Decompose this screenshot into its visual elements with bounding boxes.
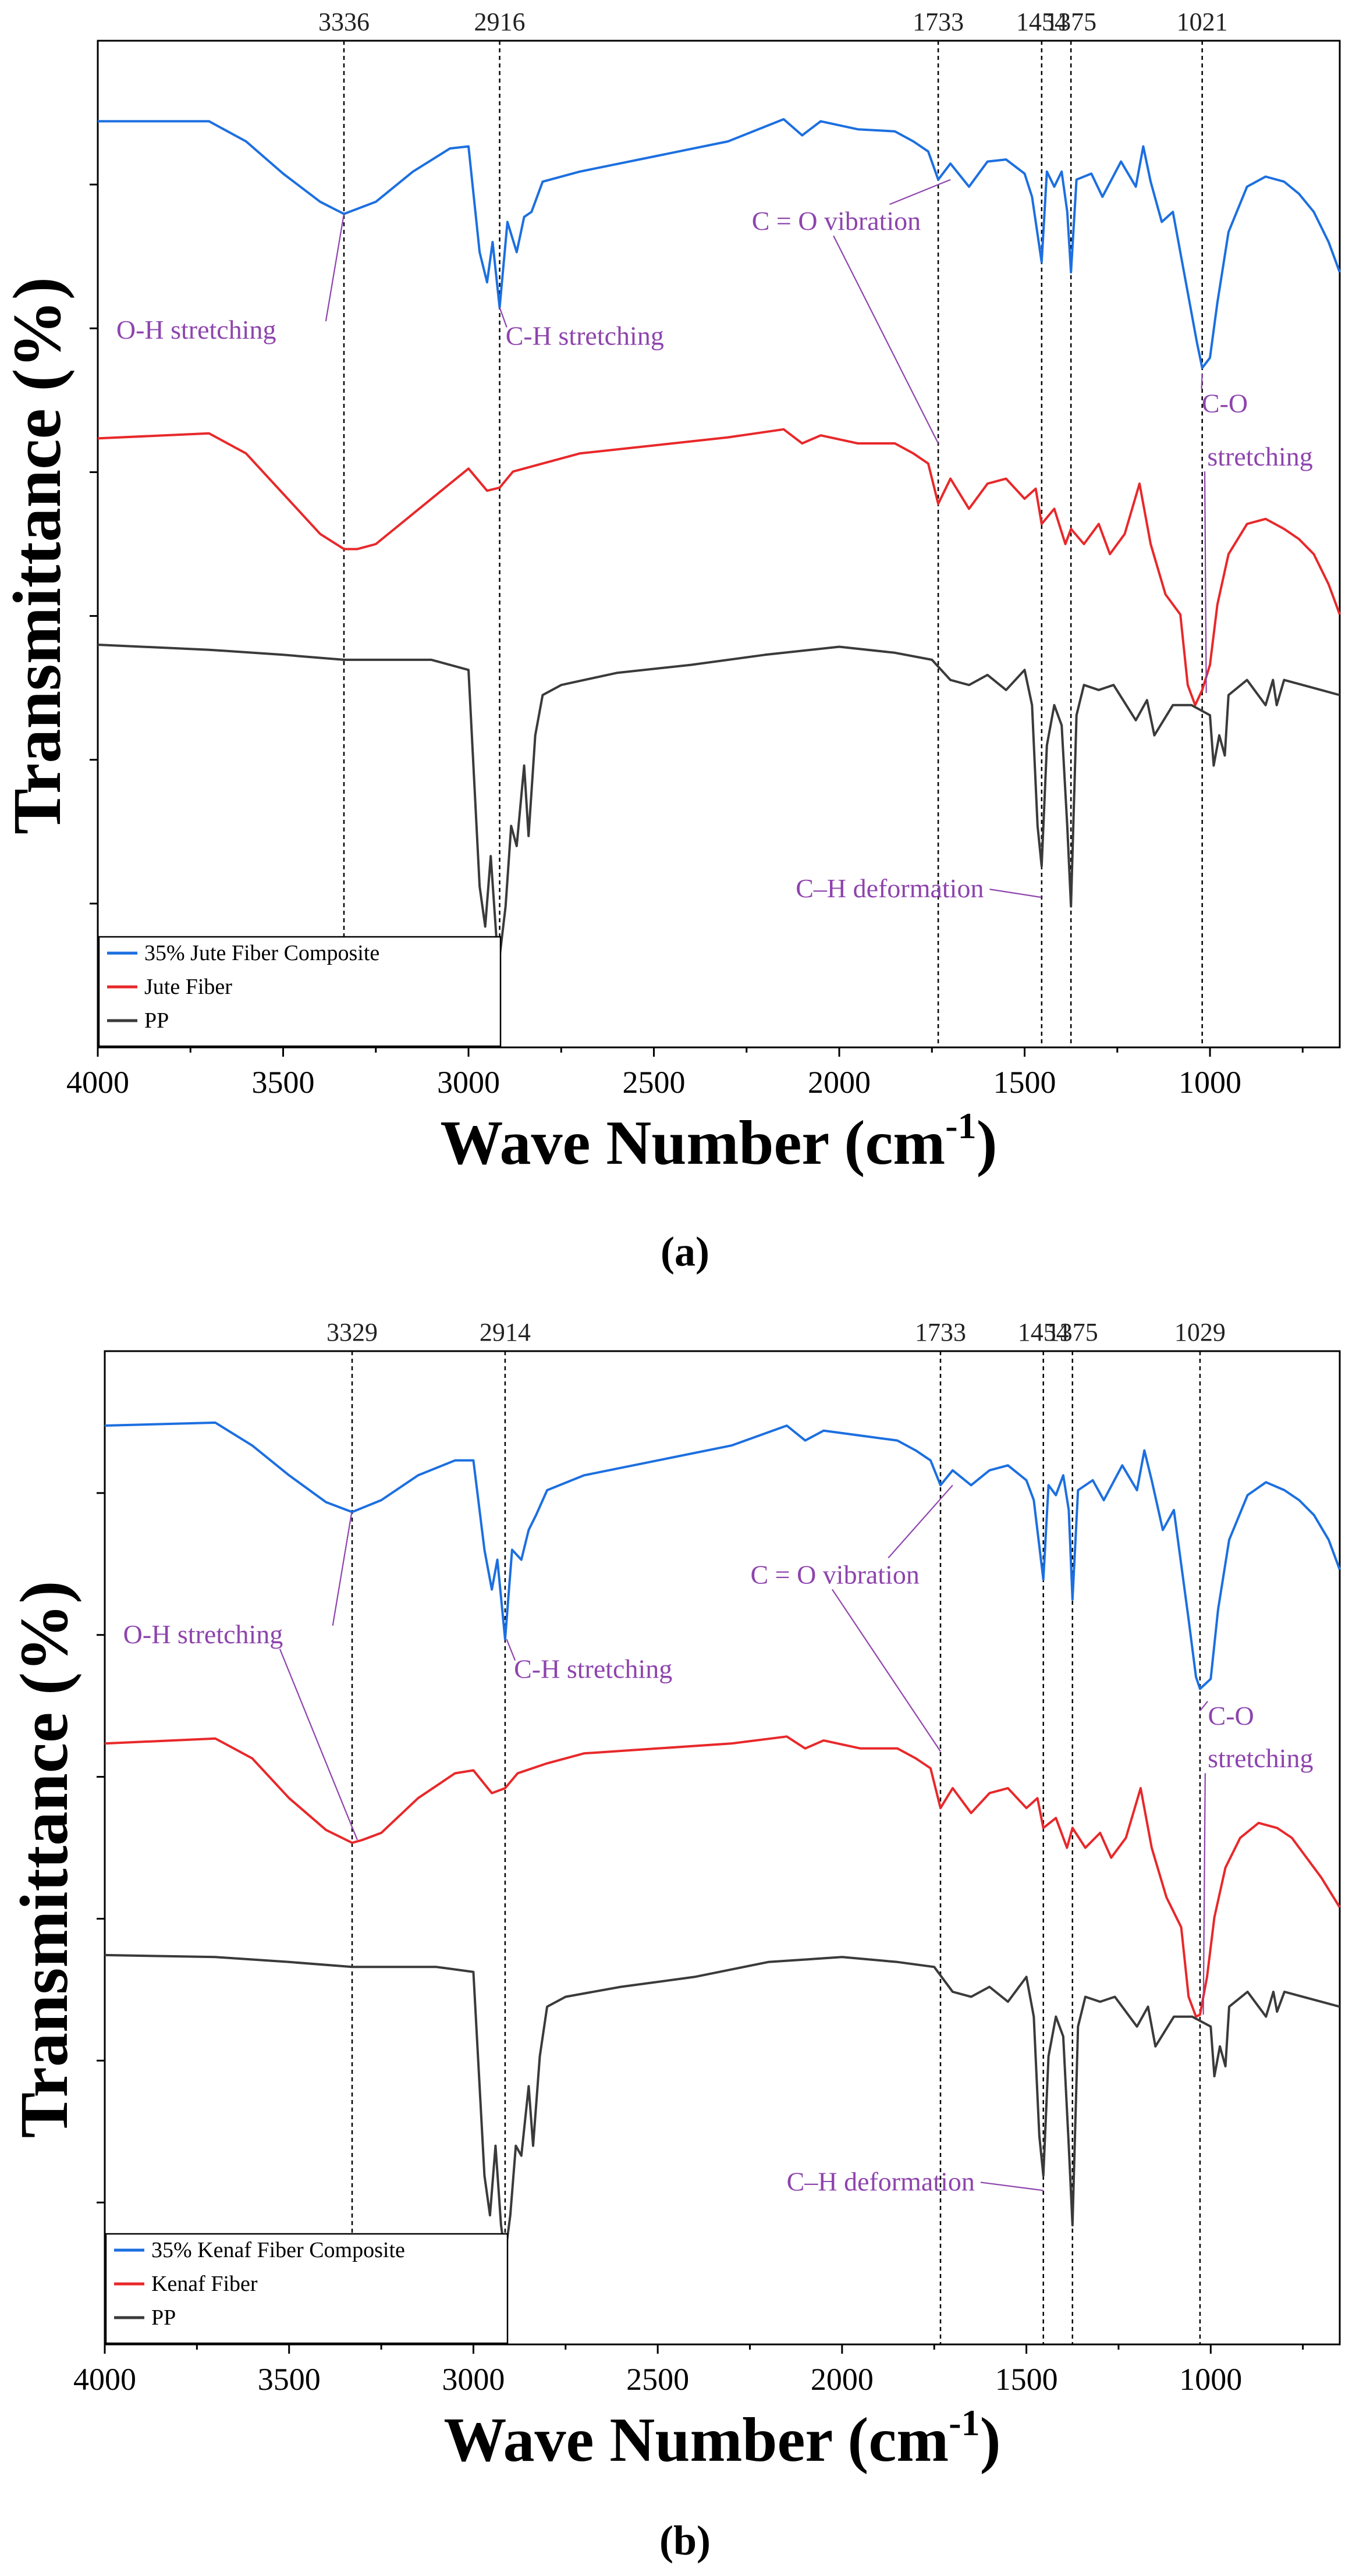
- x-tick-label: 4000: [73, 2362, 136, 2397]
- annotation-leader-cohigh: [889, 179, 951, 205]
- x-tick-label: 2500: [623, 1065, 686, 1100]
- x-tick-label: 2500: [626, 2362, 689, 2397]
- series-line-0: [98, 118, 1341, 369]
- y-axis-title: Transmittance (%): [6, 1580, 82, 2138]
- peak-label-2916: 2916: [474, 8, 526, 36]
- annotation-cod: C–H deformation: [796, 873, 984, 903]
- peak-label-3329: 3329: [326, 1318, 378, 1346]
- annotation-leader-cos2: [1202, 1773, 1206, 2015]
- legend-box: [105, 2233, 509, 2344]
- annotation-leader-oh: [332, 1512, 353, 1626]
- annotation-leader-ch: [506, 1639, 516, 1661]
- x-tick-label: 1500: [995, 2362, 1058, 2397]
- annotation-cos2: stretching: [1208, 1743, 1313, 1773]
- x-tick-label: 1500: [993, 1065, 1056, 1100]
- x-tick-label: 3000: [437, 1065, 500, 1100]
- annotation-ch: C-H stretching: [506, 321, 664, 350]
- legend-label-0: 35% Kenaf Fiber Composite: [151, 2238, 405, 2262]
- annotation-co: C = O vibration: [750, 1559, 919, 1589]
- annotation-leader-oh: [325, 214, 345, 322]
- series-line-1: [97, 428, 1341, 706]
- annotation-cod: C–H deformation: [787, 2166, 975, 2196]
- annotation-co: C = O vibration: [752, 206, 921, 236]
- annotation-leader-ch: [499, 307, 507, 328]
- annotation-leader-oh2: [279, 1648, 358, 1840]
- legend-label-2: PP: [144, 1008, 169, 1033]
- peak-label-1454: 1454: [1018, 1318, 1069, 1346]
- plot-frame: [104, 1350, 1341, 2346]
- annotation-leader-cos2: [1204, 471, 1207, 694]
- x-tick-label: 3500: [252, 1065, 315, 1100]
- x-tick-label: 3500: [258, 2362, 321, 2397]
- annotation-leader-co: [833, 235, 939, 444]
- x-tick-label: 1000: [1179, 1065, 1241, 1100]
- panel-caption-b: (b): [659, 2517, 711, 2564]
- legend-box: [98, 936, 502, 1047]
- y-axis-title: Transmittance (%): [0, 277, 75, 834]
- annotation-leader-cod: [989, 889, 1042, 898]
- chart-panel-b: 4000 3500 3000 2500 2000 1500 1000 3329 2914 1733…: [6, 1318, 1341, 2564]
- x-axis-title: Wave Number (cm-1): [440, 1105, 997, 1178]
- peak-label-1454: 1454: [1016, 8, 1067, 36]
- peak-label-1733: 1733: [915, 1318, 966, 1346]
- annotation-cos: C-O: [1208, 1701, 1254, 1731]
- peak-label-1029: 1029: [1174, 1318, 1226, 1346]
- x-axis-title: Wave Number (cm-1): [443, 2402, 1000, 2475]
- peak-label-1375: 1375: [1047, 1318, 1098, 1346]
- annotation-leader-cos: [1199, 1701, 1208, 1711]
- series-line-1: [104, 1735, 1341, 2018]
- panel-caption-a: (a): [661, 1228, 709, 1275]
- peak-label-2914: 2914: [480, 1318, 531, 1346]
- legend-label-2: PP: [151, 2305, 176, 2330]
- series-line-2: [97, 644, 1340, 958]
- x-tick-label: 1000: [1179, 2362, 1242, 2397]
- series-line-0: [104, 1421, 1341, 1690]
- annotation-cos: C-O: [1202, 388, 1248, 418]
- legend-label-0: 35% Jute Fiber Composite: [144, 941, 379, 965]
- annotation-cos2: stretching: [1207, 442, 1312, 471]
- peak-label-1733: 1733: [913, 8, 964, 36]
- annotation-oh: O-H stretching: [116, 315, 276, 344]
- x-tick-label: 2000: [811, 2362, 874, 2397]
- peak-label-1021: 1021: [1177, 8, 1228, 36]
- x-tick-label: 2000: [808, 1065, 871, 1100]
- annotation-leader-cod: [980, 2181, 1044, 2191]
- x-tick-label: 3000: [442, 2362, 505, 2397]
- legend-label-1: Jute Fiber: [144, 975, 232, 999]
- peak-label-3336: 3336: [318, 8, 370, 36]
- annotation-leader-co: [831, 1589, 941, 1752]
- x-tick-label: 4000: [66, 1065, 129, 1100]
- plot-frame: [97, 40, 1341, 1049]
- peak-label-1375: 1375: [1045, 8, 1096, 36]
- legend-label-1: Kenaf Fiber: [151, 2272, 258, 2296]
- annotation-oh: O-H stretching: [123, 1619, 283, 1649]
- chart-panel-a: 4000 3500 3000 2500 2000 1500 1000 3336 2916 1733…: [0, 8, 1341, 1275]
- annotation-leader-cohigh: [888, 1484, 953, 1559]
- annotation-ch: C-H stretching: [514, 1654, 672, 1684]
- series-line-2: [104, 1953, 1340, 2257]
